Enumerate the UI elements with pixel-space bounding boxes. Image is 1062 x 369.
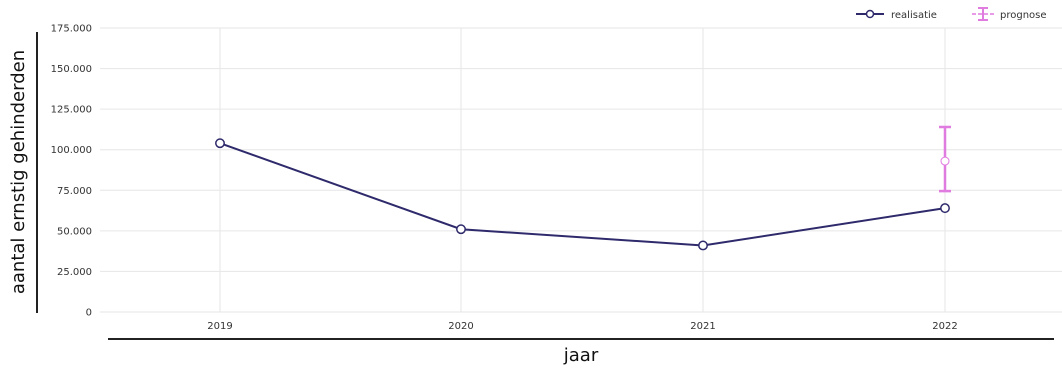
y-axis-title: aantal ernstig gehinderden: [8, 50, 29, 294]
legend-realisatie-label: realisatie: [891, 10, 937, 21]
x-tick-label: 2021: [690, 321, 715, 332]
series-realisatie-point: [698, 240, 708, 251]
y-tick-label: 125.000: [51, 105, 92, 116]
y-tick-label: 50.000: [57, 226, 92, 237]
y-tick-label: 100.000: [51, 145, 92, 156]
legend-prognose-label: prognose: [1000, 10, 1047, 21]
y-tick-label: 150.000: [51, 64, 92, 75]
x-axis-ticks: 2019 2020 2021 2022: [207, 321, 957, 332]
legend: realisatie prognose: [856, 7, 1047, 21]
series-layer: [215, 125, 951, 251]
legend-realisatie-marker: [865, 9, 875, 19]
x-tick-label: 2022: [932, 321, 957, 332]
y-axis-ticks: 0 25.000 50.000 75.000 100.000 125.000 150.000…: [51, 24, 92, 319]
x-axis-title: jaar: [563, 345, 599, 366]
y-tick-label: 25.000: [57, 267, 92, 278]
x-tick-label: 2019: [207, 321, 232, 332]
series-realisatie-point: [456, 224, 466, 235]
y-tick-label: 75.000: [57, 186, 92, 197]
series-realisatie-point: [940, 203, 950, 214]
series-realisatie-line: [219, 142, 946, 247]
x-tick-label: 2020: [448, 321, 473, 332]
series-prognose-point: [940, 156, 950, 166]
y-tick-label: 0: [86, 308, 92, 319]
y-tick-label: 175.000: [51, 24, 92, 35]
grid: [100, 27, 1062, 313]
series-realisatie-point: [215, 138, 225, 149]
